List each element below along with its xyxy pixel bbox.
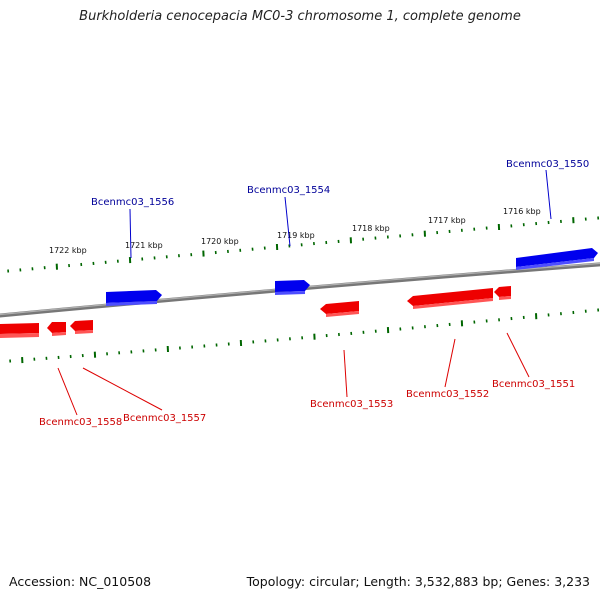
lower-scale-ticks bbox=[9, 308, 600, 364]
gene-arrow-bcenmc03-1557[interactable] bbox=[70, 320, 93, 331]
gene-label-bcenmc03-1551: Bcenmc03_1551 bbox=[492, 379, 575, 390]
accession-text: Accession: NC_010508 bbox=[9, 574, 152, 589]
genome-summary: Topology: circular; Length: 3,532,883 bp… bbox=[246, 574, 590, 589]
gene-arrow-bcenmc03-1558[interactable] bbox=[0, 323, 39, 334]
scale-labels: 1722 kbp 1721 kbp 1720 kbp 1719 kbp 1718… bbox=[49, 207, 541, 255]
gene-arrow-bcenmc03-1556[interactable] bbox=[106, 290, 162, 303]
scale-label-1721: 1721 kbp bbox=[125, 241, 163, 250]
scale-label-1722: 1722 kbp bbox=[49, 246, 87, 255]
scale-label-1720: 1720 kbp bbox=[201, 237, 239, 246]
gene-label-bcenmc03-1553: Bcenmc03_1553 bbox=[310, 399, 393, 410]
gene-label-bcenmc03-1554: Bcenmc03_1554 bbox=[247, 185, 330, 196]
gene-label-bcenmc03-1550: Bcenmc03_1550 bbox=[506, 159, 589, 170]
scale-label-1719: 1719 kbp bbox=[277, 231, 315, 240]
gene-labels: Bcenmc03_1556 Bcenmc03_1554 Bcenmc03_155… bbox=[39, 159, 589, 428]
gene-arrow-bcenmc03-1550[interactable] bbox=[516, 248, 598, 267]
gene-label-bcenmc03-1557: Bcenmc03_1557 bbox=[123, 413, 206, 424]
gene-label-bcenmc03-1558: Bcenmc03_1558 bbox=[39, 417, 122, 428]
reverse-genes bbox=[0, 286, 511, 338]
scale-label-1717: 1717 kbp bbox=[428, 216, 466, 225]
gene-arrow-bcenmc03-1557a[interactable] bbox=[47, 322, 66, 333]
forward-genes bbox=[106, 248, 598, 306]
label-leaders bbox=[57, 169, 552, 416]
gene-arrow-bcenmc03-1551[interactable] bbox=[494, 286, 511, 297]
gene-arrow-bcenmc03-1553[interactable] bbox=[320, 301, 359, 314]
gene-arrow-bcenmc03-1554[interactable] bbox=[275, 280, 310, 292]
gene-arrow-bcenmc03-1552[interactable] bbox=[407, 288, 493, 306]
map-title: Burkholderia cenocepacia MC0-3 chromosom… bbox=[79, 9, 521, 24]
scale-label-1716: 1716 kbp bbox=[503, 207, 541, 216]
upper-scale-ticks bbox=[7, 216, 600, 273]
gene-label-bcenmc03-1556: Bcenmc03_1556 bbox=[91, 197, 174, 208]
gene-label-bcenmc03-1552: Bcenmc03_1552 bbox=[406, 389, 489, 400]
scale-label-1718: 1718 kbp bbox=[352, 224, 390, 233]
